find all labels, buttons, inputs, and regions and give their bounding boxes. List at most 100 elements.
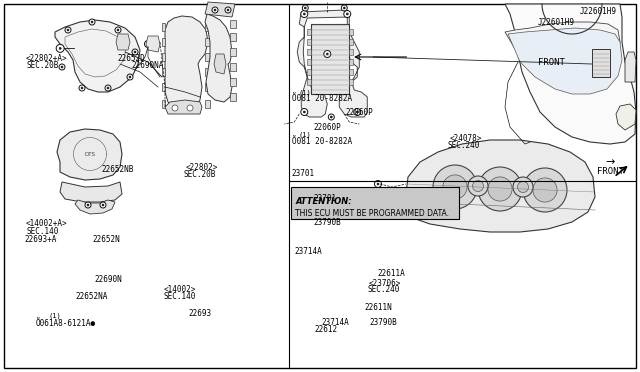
- Circle shape: [533, 178, 557, 202]
- Text: J22601H9: J22601H9: [538, 18, 575, 27]
- Circle shape: [304, 7, 307, 9]
- Polygon shape: [165, 16, 208, 110]
- Polygon shape: [230, 33, 236, 41]
- Text: J22601H9: J22601H9: [580, 7, 617, 16]
- Circle shape: [513, 177, 533, 197]
- Circle shape: [354, 109, 361, 115]
- Polygon shape: [230, 48, 236, 56]
- Polygon shape: [205, 14, 232, 102]
- Polygon shape: [205, 2, 235, 17]
- Polygon shape: [205, 68, 210, 76]
- Circle shape: [523, 168, 567, 212]
- Circle shape: [117, 29, 119, 31]
- Text: SEC.20B: SEC.20B: [27, 61, 60, 70]
- Polygon shape: [508, 28, 622, 94]
- Circle shape: [227, 9, 229, 11]
- Polygon shape: [298, 10, 367, 117]
- Text: SEC.140: SEC.140: [163, 292, 196, 301]
- Circle shape: [132, 49, 138, 55]
- Circle shape: [374, 193, 381, 201]
- Text: SEC.140: SEC.140: [27, 227, 60, 236]
- Polygon shape: [505, 22, 620, 82]
- Circle shape: [67, 29, 69, 31]
- Text: 22060P: 22060P: [346, 108, 373, 117]
- Text: (1): (1): [48, 313, 61, 320]
- Polygon shape: [162, 38, 165, 46]
- Text: (1): (1): [299, 131, 312, 138]
- Circle shape: [100, 202, 106, 208]
- Text: 22693: 22693: [189, 309, 212, 318]
- Circle shape: [105, 85, 111, 91]
- Text: (1): (1): [299, 89, 312, 96]
- Text: Õ081 20-8282A: Õ081 20-8282A: [292, 94, 353, 103]
- Polygon shape: [230, 78, 236, 86]
- Circle shape: [87, 204, 89, 206]
- Circle shape: [443, 175, 467, 199]
- Circle shape: [324, 51, 331, 58]
- Circle shape: [187, 105, 193, 111]
- Circle shape: [212, 7, 218, 13]
- Text: SEC.20B: SEC.20B: [184, 170, 216, 179]
- Circle shape: [346, 13, 348, 15]
- Polygon shape: [57, 129, 122, 180]
- Circle shape: [468, 176, 488, 196]
- Circle shape: [56, 44, 64, 52]
- Circle shape: [91, 21, 93, 23]
- Text: 22690N: 22690N: [95, 275, 122, 284]
- Polygon shape: [230, 20, 236, 28]
- Polygon shape: [307, 59, 311, 65]
- Circle shape: [377, 196, 379, 198]
- Text: 22060P: 22060P: [314, 124, 341, 132]
- Circle shape: [330, 116, 332, 118]
- Circle shape: [374, 180, 381, 187]
- Text: SEC.240: SEC.240: [367, 285, 400, 294]
- Text: Õ081 20-8282A: Õ081 20-8282A: [292, 137, 353, 146]
- Text: Õ061A8-6121A●: Õ061A8-6121A●: [35, 319, 95, 328]
- Circle shape: [472, 180, 483, 192]
- Circle shape: [134, 51, 136, 53]
- Circle shape: [61, 66, 63, 68]
- Polygon shape: [162, 100, 165, 108]
- Polygon shape: [205, 38, 210, 46]
- Circle shape: [344, 10, 351, 17]
- Circle shape: [59, 64, 65, 70]
- Circle shape: [302, 5, 308, 11]
- Text: DTS: DTS: [84, 151, 95, 157]
- Text: 23790B: 23790B: [370, 318, 397, 327]
- Circle shape: [81, 87, 83, 89]
- Polygon shape: [505, 4, 636, 144]
- Circle shape: [85, 202, 91, 208]
- Text: 23714A: 23714A: [294, 247, 322, 256]
- Circle shape: [377, 183, 379, 185]
- Polygon shape: [162, 83, 165, 91]
- Circle shape: [145, 41, 152, 48]
- Bar: [592, 49, 610, 77]
- Text: 22652NA: 22652NA: [76, 292, 108, 301]
- Circle shape: [127, 74, 133, 80]
- Circle shape: [59, 47, 61, 49]
- Text: <14002>: <14002>: [163, 285, 196, 294]
- Text: 23701: 23701: [291, 170, 314, 179]
- Polygon shape: [406, 140, 595, 232]
- Polygon shape: [616, 104, 636, 130]
- Polygon shape: [349, 69, 353, 75]
- Bar: [311, 24, 349, 94]
- Text: 23790B: 23790B: [314, 218, 341, 227]
- Circle shape: [328, 114, 334, 120]
- Circle shape: [107, 87, 109, 89]
- Circle shape: [433, 165, 477, 209]
- Text: 22611A: 22611A: [378, 269, 405, 278]
- Circle shape: [65, 27, 71, 33]
- Text: FRONT: FRONT: [538, 58, 564, 67]
- Circle shape: [303, 111, 305, 113]
- Text: <22802+A>: <22802+A>: [26, 54, 67, 62]
- Circle shape: [478, 167, 522, 211]
- Circle shape: [147, 43, 149, 45]
- Polygon shape: [55, 20, 140, 92]
- Circle shape: [341, 5, 348, 11]
- Circle shape: [225, 7, 231, 13]
- Polygon shape: [165, 100, 202, 114]
- Circle shape: [102, 204, 104, 206]
- Polygon shape: [146, 36, 160, 52]
- Circle shape: [172, 105, 178, 111]
